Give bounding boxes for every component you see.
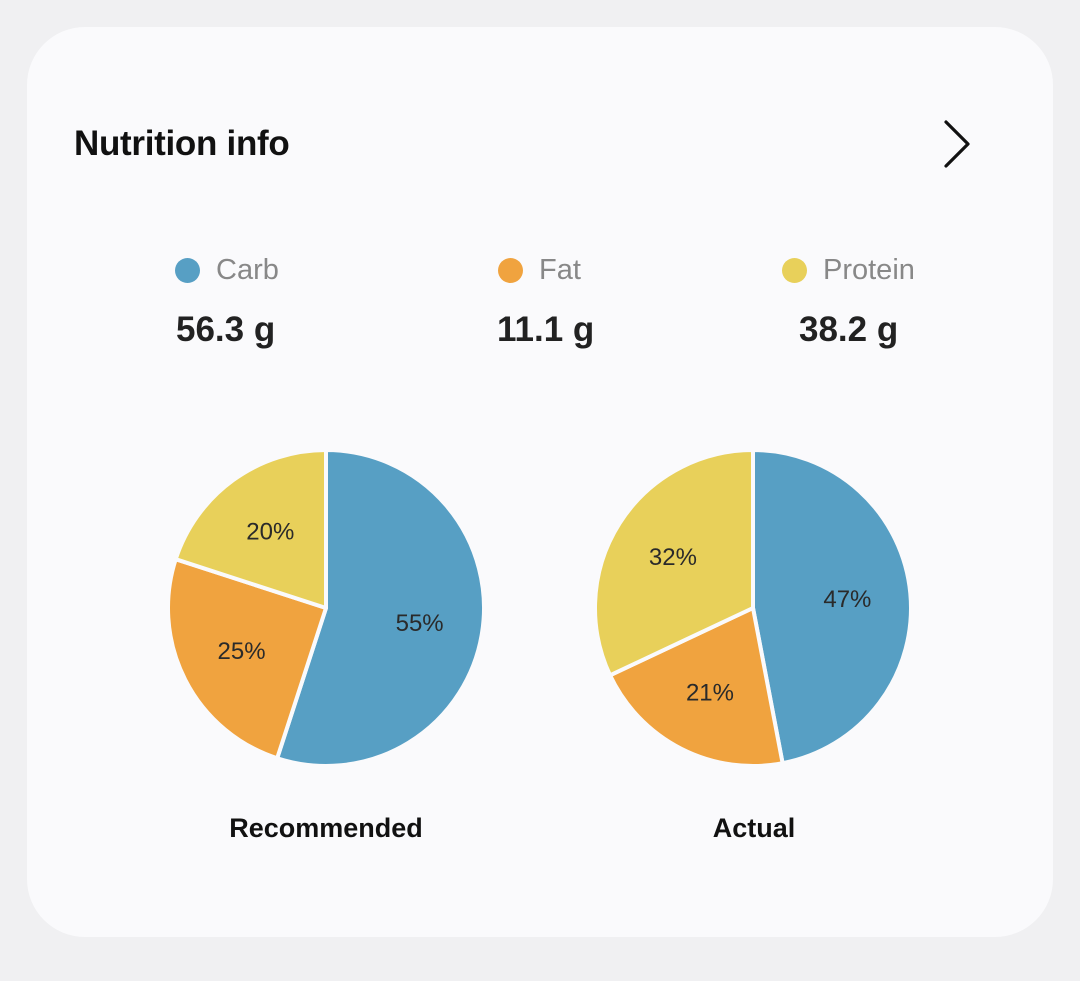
recommended-pie-chart: 55% 25% 20% [166,448,486,768]
pie-slice-protein [593,448,755,678]
card-title: Nutrition info [74,124,290,163]
legend-item-protein: Protein [782,252,915,288]
pie-slice-label-protein: 20% [246,518,294,545]
legend-item-carb: Carb [175,252,279,288]
legend-label-carb: Carb [216,254,279,286]
carb-value: 56.3 g [176,310,276,349]
fat-value: 11.1 g [497,310,595,349]
fat-dot-icon [498,257,523,283]
actual-caption: Actual [712,813,796,843]
protein-dot-icon [782,257,807,283]
legend-label-fat: Fat [539,254,581,286]
pie-slice-fat [166,557,328,761]
pie-slice-fat [608,606,785,768]
actual-pie-chart: 47% 21% 32% [593,448,913,768]
legend-label-protein: Protein [823,254,915,286]
pie-slice-label-carb: 55% [396,610,444,637]
pie-slice-label-carb: 47% [823,586,871,613]
pie-slice-protein [173,448,328,610]
pie-slice-carb [275,448,486,768]
protein-value: 38.2 g [799,310,899,349]
chevron-right-icon[interactable] [930,116,980,172]
pie-slice-label-fat: 25% [218,638,266,665]
recommended-caption: Recommended [229,813,423,843]
pie-slice-label-fat: 21% [686,679,734,706]
pie-slice-label-protein: 32% [649,544,697,571]
carb-dot-icon [175,257,200,283]
legend-item-fat: Fat [498,252,581,288]
nutrition-info-card[interactable] [27,27,1053,937]
pie-slice-carb [751,448,913,766]
